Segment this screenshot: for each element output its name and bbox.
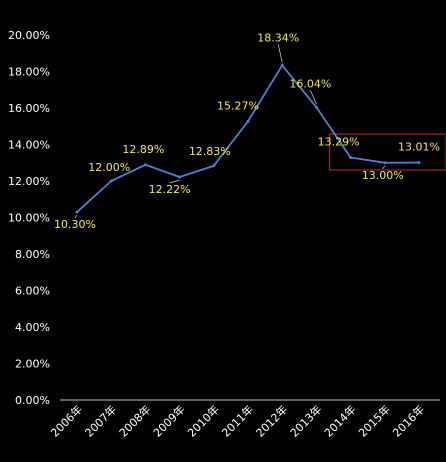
data-point: [417, 161, 421, 165]
data-label: 16.04%: [289, 77, 331, 90]
data-label: 13.01%: [398, 141, 440, 154]
data-label: 12.22%: [149, 183, 191, 196]
label-leader-line: [382, 165, 386, 169]
data-point: [75, 210, 79, 214]
label-leader-line: [169, 179, 180, 184]
data-label: 12.83%: [189, 145, 231, 158]
data-label: 12.00%: [88, 161, 130, 174]
data-point: [314, 105, 318, 109]
y-tick-label: 6.00%: [15, 285, 50, 298]
y-tick-label: 0.00%: [15, 394, 50, 407]
y-tick-label: 20.00%: [8, 29, 50, 42]
label-leader-line: [74, 214, 78, 219]
data-point: [212, 164, 216, 168]
y-tick-label: 16.00%: [8, 102, 50, 115]
data-point: [178, 175, 182, 179]
y-tick-label: 8.00%: [15, 248, 50, 261]
y-tick-label: 2.00%: [15, 358, 50, 371]
data-point: [109, 179, 113, 183]
label-leader-line: [277, 44, 283, 63]
data-label: 18.34%: [257, 31, 299, 44]
data-point: [280, 63, 284, 67]
data-point: [349, 155, 353, 159]
label-leader-lines: [74, 44, 386, 219]
data-labels: 10.30% 12.00% 12.89% 12.22% 12.83% 15.27% 18.3…: [54, 31, 440, 231]
y-tick-label: 10.00%: [8, 212, 50, 225]
data-label: 10.30%: [54, 218, 96, 231]
label-leader-line: [310, 90, 317, 105]
data-point: [246, 119, 250, 123]
highlight-box: [329, 133, 446, 171]
y-axis: 0.00% 2.00% 4.00% 6.00% 8.00% 10.00% 12.00% 14.…: [8, 29, 50, 407]
y-tick-label: 12.00%: [8, 175, 50, 188]
y-tick-label: 4.00%: [15, 321, 50, 334]
y-tick-label: 14.00%: [8, 139, 50, 152]
data-label: 13.00%: [362, 169, 404, 182]
data-points: [75, 63, 421, 214]
data-label: 13.29%: [318, 135, 360, 148]
y-tick-label: 18.00%: [8, 66, 50, 79]
data-label: 12.89%: [122, 143, 164, 156]
data-point: [143, 163, 147, 167]
data-label: 15.27%: [217, 99, 259, 112]
data-point: [383, 161, 387, 165]
